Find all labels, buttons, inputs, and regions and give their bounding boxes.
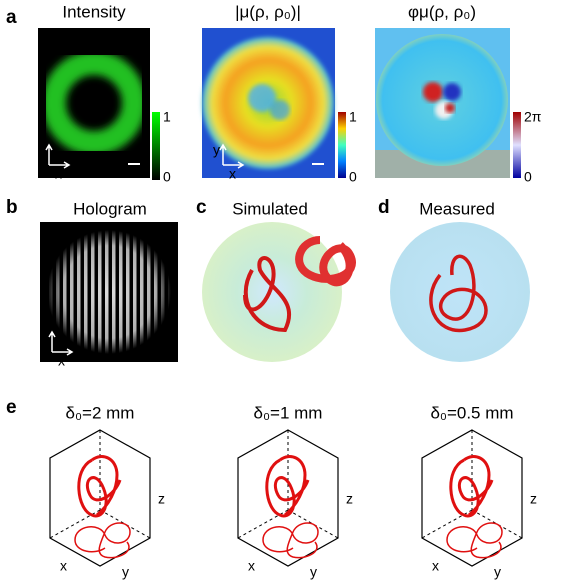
plot-title: δ₀=1 mm — [254, 403, 323, 422]
colorbar — [338, 112, 346, 178]
axis-label: x — [55, 166, 62, 182]
cube-frame — [237, 429, 339, 567]
axis-label: z — [158, 491, 165, 507]
axis-arrows — [219, 143, 245, 169]
cube-frame — [421, 429, 523, 567]
colorbar-label: 0 — [349, 169, 357, 185]
knot-3d — [265, 455, 310, 518]
plot-title: Simulated — [232, 199, 308, 218]
axis-label: x — [229, 166, 236, 182]
panel-label: e — [6, 397, 17, 418]
knot-projection — [446, 522, 503, 559]
panel-label: d — [378, 197, 390, 218]
axis-label: z — [530, 491, 537, 507]
axis-label: y — [42, 329, 49, 345]
axis-label: y — [39, 142, 46, 158]
panel-label: c — [196, 197, 207, 218]
axis-label: x — [58, 353, 65, 369]
axis-arrows — [48, 330, 74, 356]
cube-frame — [49, 429, 151, 567]
plot-title: |μ(ρ, ρ₀)| — [235, 2, 301, 21]
plot-title: δ₀=2 mm — [66, 403, 135, 422]
knot-3d — [77, 455, 122, 518]
cube-hidden — [49, 430, 151, 539]
panel-label: b — [6, 197, 18, 218]
knot-projection — [262, 522, 319, 559]
panel-label: a — [6, 7, 17, 28]
cube-hidden — [421, 430, 523, 539]
phase-image — [375, 28, 510, 178]
measured-knot — [390, 222, 530, 362]
colorbar-label: 2π — [524, 109, 542, 125]
axis-label: y — [494, 564, 501, 580]
knot-3d — [449, 455, 494, 518]
hologram-image — [40, 222, 178, 362]
intensity-image — [38, 28, 150, 178]
plot-title: Measured — [419, 199, 495, 218]
colorbar-label: 1 — [163, 109, 171, 125]
plot-title: δ₀=0.5 mm — [430, 403, 513, 422]
knot-projection — [74, 522, 131, 559]
colorbar — [513, 112, 521, 178]
axis-label: y — [122, 564, 129, 580]
cube-hidden — [237, 430, 339, 539]
axis-label: x — [432, 558, 439, 574]
axis-arrows — [45, 143, 71, 169]
colorbar-label: 0 — [163, 169, 171, 185]
axis-label: y — [310, 564, 317, 580]
plot-title: φμ(ρ, ρ₀) — [408, 2, 476, 21]
coherence-image — [202, 28, 335, 178]
axis-label: y — [213, 142, 220, 158]
colorbar-label: 1 — [349, 109, 357, 125]
colorbar — [152, 112, 160, 180]
colorbar-label: 0 — [524, 169, 532, 185]
axis-label: z — [346, 491, 353, 507]
simulated-knot — [202, 222, 356, 362]
axis-label: x — [60, 558, 67, 574]
axis-label: x — [248, 558, 255, 574]
plot-title: Intensity — [62, 2, 126, 21]
plot-title: Hologram — [73, 199, 147, 218]
